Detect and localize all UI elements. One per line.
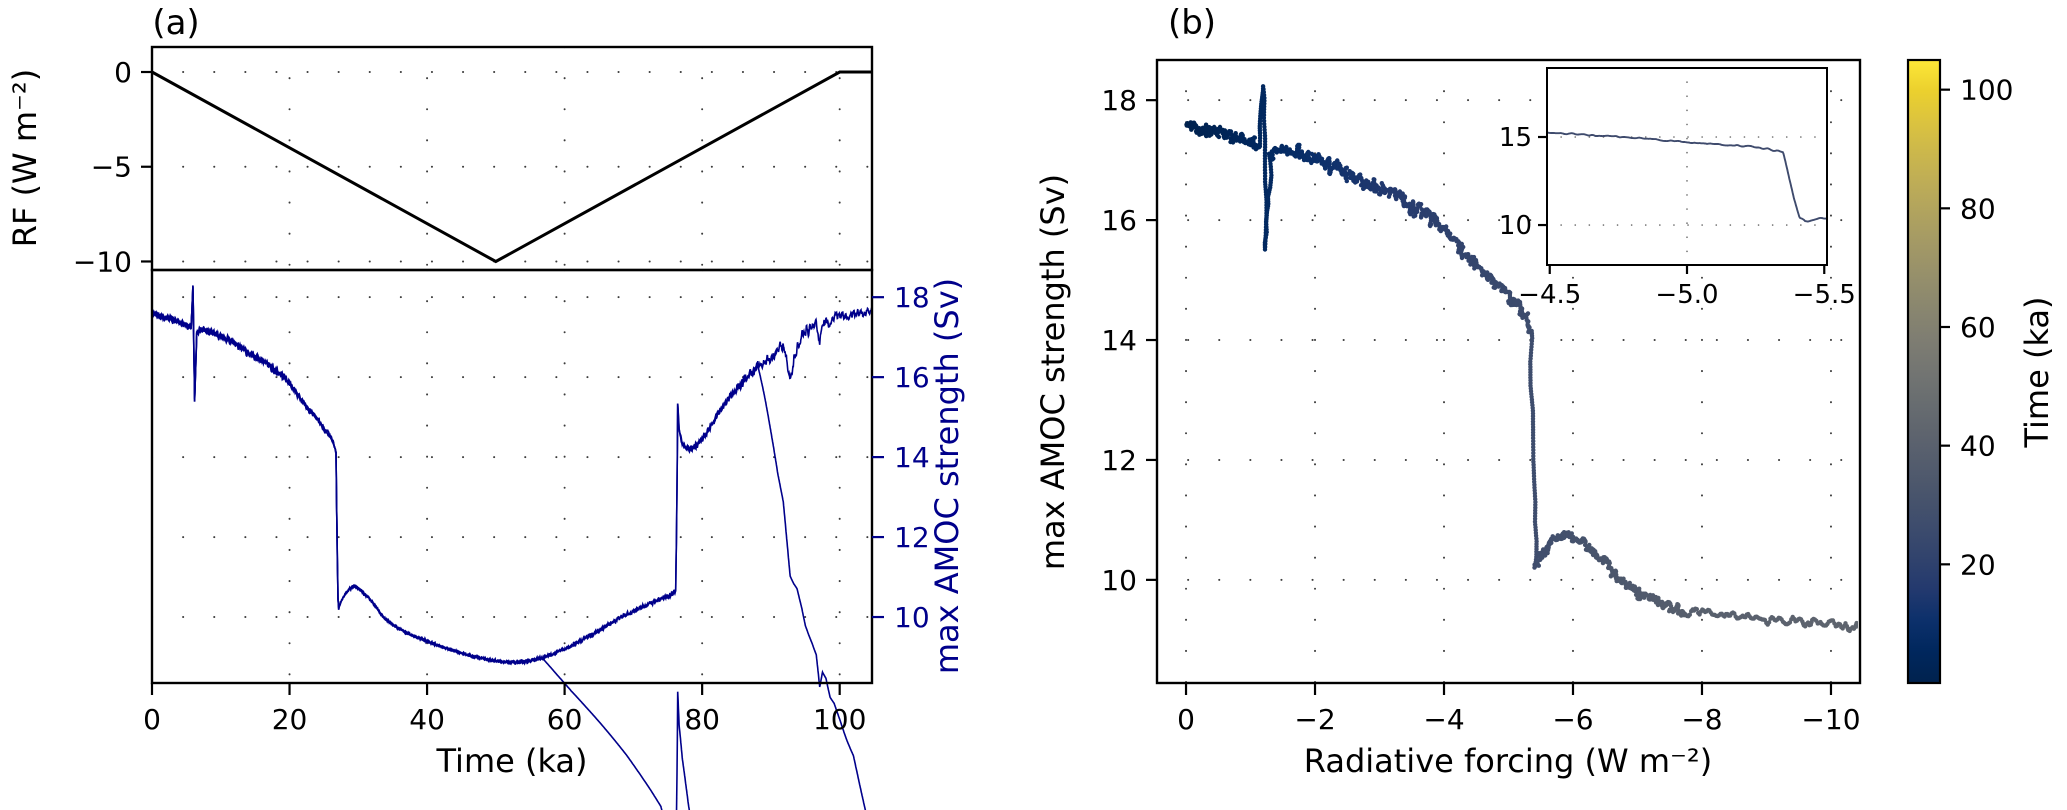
tick-label: 14 [1101,324,1137,357]
inset-tick-label: −4.5 [1518,280,1581,310]
tick-label: 80 [684,703,720,736]
tick-label: 18 [894,281,930,314]
time-colorbar: 20 40 60 80 100 [1906,58,2013,685]
colorbar-tick-label: 100 [1960,74,2013,107]
tick-label: 16 [1101,204,1137,237]
tick-label: −4 [1423,703,1464,736]
tick-label: 0 [114,56,132,89]
tick-label: 100 [813,703,866,736]
inset-tick-label: −5.0 [1655,280,1718,310]
inset-tick-label: 15 [1499,123,1532,153]
tick-label: 10 [894,601,930,634]
tick-label: 14 [894,441,930,474]
axes-spines [150,45,1862,685]
panel-a-label: (a) [152,3,199,43]
tick-label: 12 [894,521,930,554]
inset-series-cooling-branch [1548,131,1826,223]
tick-label: 40 [409,703,445,736]
tick-label: 12 [1101,444,1137,477]
tick-label: 10 [1101,564,1137,597]
colorbar-tick-label: 40 [1960,430,1996,463]
colorbar-tick-label: 80 [1960,192,1996,225]
colorbar-tick-label: 60 [1960,311,1996,344]
panel-b-inset: −4.5 −5.0 −5.5 15 10 [1499,67,1856,489]
rf-forcing-line [151,70,872,264]
grid-layer [151,46,1861,684]
inset-series-warming-branch [1545,410,1841,489]
colorbar-tick-label: 20 [1960,548,1996,581]
panel-b-amoc-axis-label: max AMOC strength (Sv) [1034,174,1072,570]
inset-tick-label: −5.5 [1793,280,1856,310]
tick-label: 18 [1101,84,1137,117]
tick-label: −2 [1294,703,1335,736]
panel-a-rf-axis-label: RF (W m⁻²) [6,69,44,247]
tick-label: −8 [1681,703,1722,736]
panel-a-time-axis-label: Time (ka) [435,742,587,780]
hysteresis-scatter [1184,84,1858,634]
tick-label: 0 [1177,703,1195,736]
tick-label: −5 [91,151,132,184]
tick-label: −10 [1801,703,1860,736]
tick-label: −6 [1552,703,1593,736]
tick-label: 20 [272,703,308,736]
panel-b-label: (b) [1168,3,1216,43]
tick-label: 60 [547,703,583,736]
panel-a-amoc-axis-label: max AMOC strength (Sv) [928,278,966,674]
tick-label: 0 [143,703,161,736]
inset-tick-label: 10 [1499,211,1532,241]
tick-label: −10 [73,245,132,278]
colorbar-axis-label: Time (ka) [2018,296,2056,448]
panel-b-forcing-axis-label: Radiative forcing (W m⁻²) [1304,742,1712,780]
amoc-timeseries-line [151,285,873,810]
tick-label: 16 [894,361,930,394]
